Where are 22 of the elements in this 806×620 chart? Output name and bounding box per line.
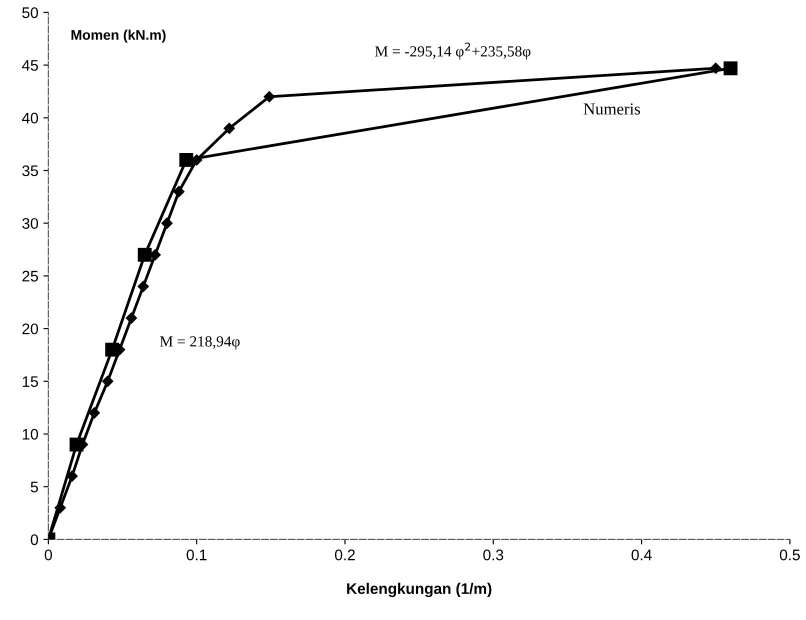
- x-tick-label: 0.5: [780, 550, 800, 560]
- annotation: M = -295,14 φ$^{2}$+235,58φ: [375, 42, 530, 60]
- y-axis-title: Momen (kN.m): [72, 30, 166, 43]
- y-tick-label: 35: [22, 165, 38, 176]
- series-label: Numeris: [584, 103, 640, 115]
- y-tick-label: 50: [22, 7, 38, 18]
- y-tick-label: 30: [22, 218, 38, 229]
- y-tick-label: 20: [22, 323, 38, 334]
- y-tick-label: 0: [30, 534, 38, 546]
- y-tick-label: 40: [22, 112, 38, 124]
- y-tick-label: 5: [30, 482, 38, 492]
- x-tick-label: 0.2: [334, 550, 355, 560]
- y-tick-label: 10: [22, 428, 38, 440]
- y-tick-label: 25: [22, 270, 38, 282]
- y-tick-label: 15: [22, 376, 38, 387]
- x-axis-title: Kelengkungan (1/m): [347, 582, 492, 598]
- annotation: M = 218,94φ: [160, 336, 240, 350]
- x-tick-label: 0.4: [632, 550, 652, 560]
- x-tick-label: 0.1: [186, 550, 207, 560]
- y-tick-label: 45: [22, 60, 38, 71]
- x-tick-label: 0.3: [483, 550, 504, 560]
- x-tick-label: 0: [44, 550, 52, 560]
